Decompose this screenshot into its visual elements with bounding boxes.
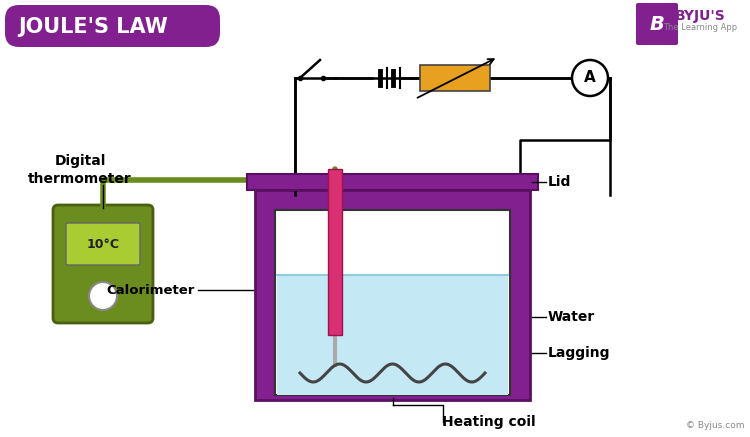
Circle shape — [572, 60, 608, 96]
Text: Heating coil: Heating coil — [442, 415, 536, 429]
FancyBboxPatch shape — [420, 65, 490, 91]
FancyBboxPatch shape — [328, 169, 342, 335]
Text: JOULE'S LAW: JOULE'S LAW — [18, 17, 168, 37]
FancyBboxPatch shape — [275, 210, 510, 395]
Text: Calorimeter: Calorimeter — [106, 284, 195, 296]
Text: 10°C: 10°C — [86, 237, 119, 250]
FancyBboxPatch shape — [277, 275, 508, 395]
FancyBboxPatch shape — [636, 3, 678, 45]
Text: B: B — [650, 14, 664, 34]
Text: © Byjus.com: © Byjus.com — [686, 421, 745, 430]
FancyBboxPatch shape — [66, 223, 140, 265]
Text: BYJU'S: BYJU'S — [675, 9, 725, 23]
FancyBboxPatch shape — [5, 5, 220, 47]
Text: The Learning App: The Learning App — [663, 24, 737, 32]
FancyBboxPatch shape — [247, 174, 538, 190]
Text: Lid: Lid — [548, 175, 572, 189]
Text: A: A — [584, 70, 596, 86]
FancyBboxPatch shape — [53, 205, 153, 323]
Text: Digital
thermometer: Digital thermometer — [28, 154, 132, 186]
Circle shape — [89, 282, 117, 310]
Text: Water: Water — [548, 310, 596, 324]
FancyBboxPatch shape — [255, 190, 530, 400]
Text: Lagging: Lagging — [548, 346, 610, 360]
